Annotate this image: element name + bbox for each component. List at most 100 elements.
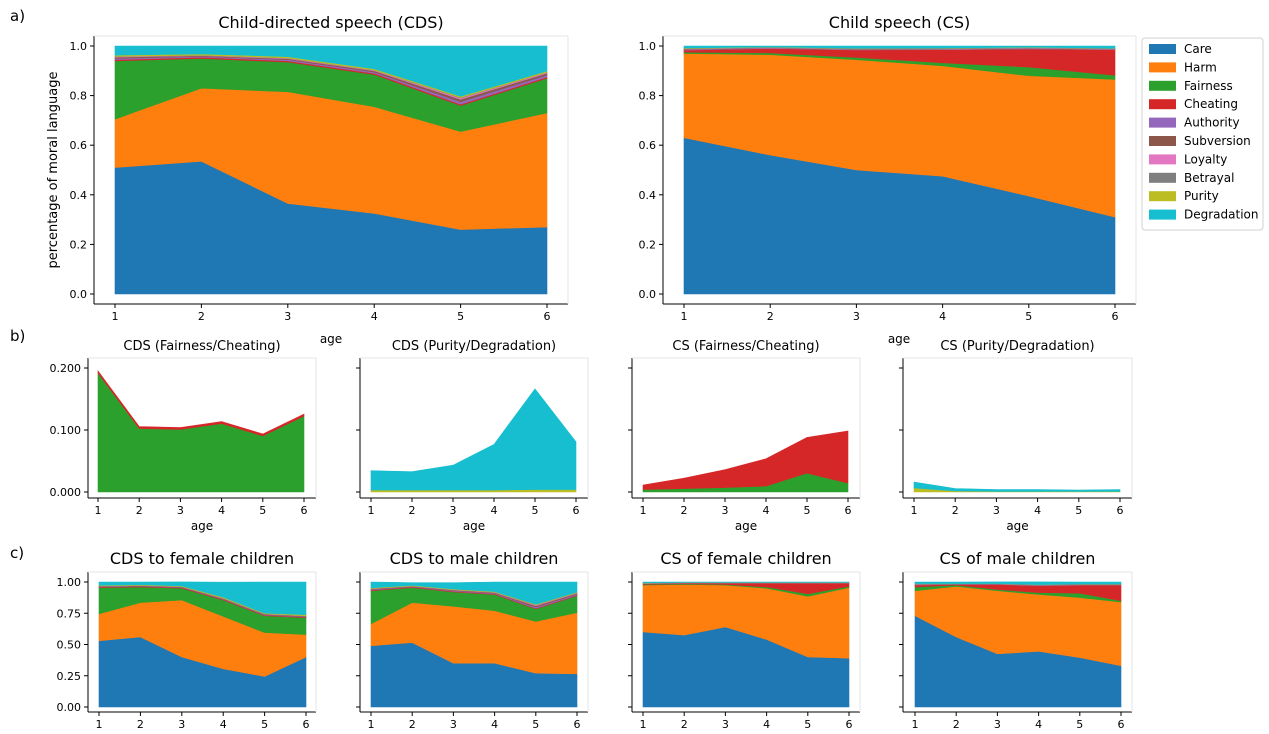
area-cheating-cds_fc [97, 370, 305, 437]
x-tick-label: 3 [722, 718, 729, 731]
area-fairness-cds_fc [97, 372, 305, 493]
y-tick-label: 0.0 [70, 288, 88, 301]
legend-swatch [1149, 62, 1176, 73]
x-tick-label: 6 [1112, 310, 1119, 323]
y-tick-label: 0.100 [50, 424, 82, 437]
legend-item-care: Care [1149, 42, 1212, 56]
x-tick-label: 4 [1035, 718, 1042, 731]
x-axis-label: age [191, 519, 213, 533]
x-tick-label: 5 [259, 504, 266, 517]
x-tick-label: 1 [95, 504, 102, 517]
legend-label: Harm [1184, 60, 1217, 74]
legend-label: Betrayal [1184, 171, 1234, 185]
x-tick-label: 1 [681, 310, 688, 323]
y-tick-label: 0.6 [70, 139, 88, 152]
area-degradation-cs_pd [913, 481, 1121, 492]
area-degradation-cs [683, 45, 1116, 49]
x-tick-label: 3 [177, 504, 184, 517]
chart-title: CS (Fairness/Cheating) [672, 339, 819, 354]
legend-label: Degradation [1184, 208, 1258, 222]
x-tick-label: 6 [845, 504, 852, 517]
chart-title: CS of female children [660, 549, 831, 568]
x-tick-label: 5 [532, 504, 539, 517]
x-tick-label: 6 [303, 718, 310, 731]
x-tick-label: 2 [137, 718, 144, 731]
x-tick-label: 4 [220, 718, 227, 731]
y-tick-label: 0.0 [639, 288, 657, 301]
chart-cs: 1 2 3 4 5 6 0.0 0.2 0.4 0.6 0.8 1.0 Child speech (CS… [639, 13, 1137, 346]
y-tick-label: 0.4 [70, 189, 88, 202]
x-tick-label: 2 [681, 718, 688, 731]
x-tick-label: 4 [939, 310, 946, 323]
x-tick-label: 3 [450, 504, 457, 517]
x-tick-label: 3 [450, 718, 457, 731]
legend-label: Subversion [1184, 134, 1251, 148]
y-tick-label: 0.2 [70, 238, 88, 251]
y-tick-label: 0.00 [57, 701, 82, 714]
chart-cs_female: 1 2 3 4 5 6 CS of female children [628, 549, 861, 731]
x-tick-label: 1 [112, 310, 119, 323]
x-tick-label: 1 [911, 504, 918, 517]
x-tick-label: 2 [198, 310, 205, 323]
y-tick-label: 0.6 [639, 139, 657, 152]
area-cheating-cs_fc [642, 430, 849, 490]
x-tick-label: 2 [681, 504, 688, 517]
y-tick-label: 0.50 [57, 639, 82, 652]
y-tick-label: 1.0 [70, 40, 88, 53]
chart-cs_male: 1 2 3 4 5 6 CS of male children [899, 549, 1133, 731]
chart-cds_pd: 1 2 3 4 5 6 CDS (Purity/Degradation) age [356, 339, 589, 533]
x-tick-label: 4 [763, 718, 770, 731]
y-tick-label: 0.4 [639, 189, 657, 202]
legend-item-fairness: Fairness [1149, 79, 1233, 93]
x-tick-label: 6 [846, 718, 853, 731]
y-tick-label: 0.8 [639, 90, 657, 103]
legend-swatch [1149, 191, 1176, 202]
x-tick-label: 5 [1025, 310, 1032, 323]
area-degradation-cds_male [370, 581, 578, 605]
x-tick-label: 5 [1075, 504, 1082, 517]
x-tick-label: 1 [368, 718, 375, 731]
y-tick-label: 0.8 [70, 90, 88, 103]
y-tick-label: 1.00 [57, 576, 82, 589]
chart-title: CDS to female children [110, 549, 294, 568]
x-tick-label: 2 [136, 504, 143, 517]
panel-letter-b: b) [10, 327, 25, 345]
chart-cs_fc: 1 2 3 4 5 6 CS (Fairness/Cheating) age [628, 339, 861, 533]
x-tick-label: 4 [491, 504, 498, 517]
area-degradation-cs_female [642, 581, 850, 584]
x-tick-label: 3 [178, 718, 185, 731]
area-degradation-cds_pd [370, 388, 577, 491]
chart-title: CDS (Fairness/Cheating) [123, 339, 280, 354]
x-tick-label: 1 [912, 718, 919, 731]
y-tick-label: 0.75 [57, 607, 82, 620]
legend-label: Cheating [1184, 97, 1238, 111]
x-tick-label: 1 [368, 504, 375, 517]
legend-label: Care [1184, 42, 1212, 56]
legend-item-subversion: Subversion [1149, 134, 1251, 148]
chart-title: CS of male children [940, 549, 1096, 568]
x-tick-label: 6 [574, 718, 581, 731]
panel-letter-a: a) [10, 7, 25, 25]
x-tick-label: 3 [853, 310, 860, 323]
legend-swatch [1149, 209, 1176, 220]
x-tick-label: 3 [284, 310, 291, 323]
legend-swatch [1149, 80, 1176, 91]
legend-item-loyalty: Loyalty [1149, 152, 1227, 166]
area-degradation-cs_male [914, 581, 1122, 585]
legend-swatch [1149, 44, 1176, 54]
chart-title: Child speech (CS) [829, 13, 970, 32]
x-tick-label: 5 [457, 310, 464, 323]
y-tick-label: 0.200 [50, 362, 82, 375]
chart-title: Child-directed speech (CDS) [218, 13, 443, 32]
legend-swatch [1149, 172, 1176, 183]
x-tick-label: 2 [953, 718, 960, 731]
legend-item-degradation: Degradation [1149, 208, 1258, 222]
area-degradation-cds [114, 45, 548, 97]
x-tick-label: 1 [640, 718, 647, 731]
x-tick-label: 6 [1118, 718, 1125, 731]
legend-item-harm: Harm [1149, 60, 1217, 74]
x-tick-label: 6 [573, 504, 580, 517]
legend-swatch [1149, 117, 1176, 128]
y-tick-label: 0.2 [639, 238, 657, 251]
x-axis-label: age [320, 332, 342, 346]
